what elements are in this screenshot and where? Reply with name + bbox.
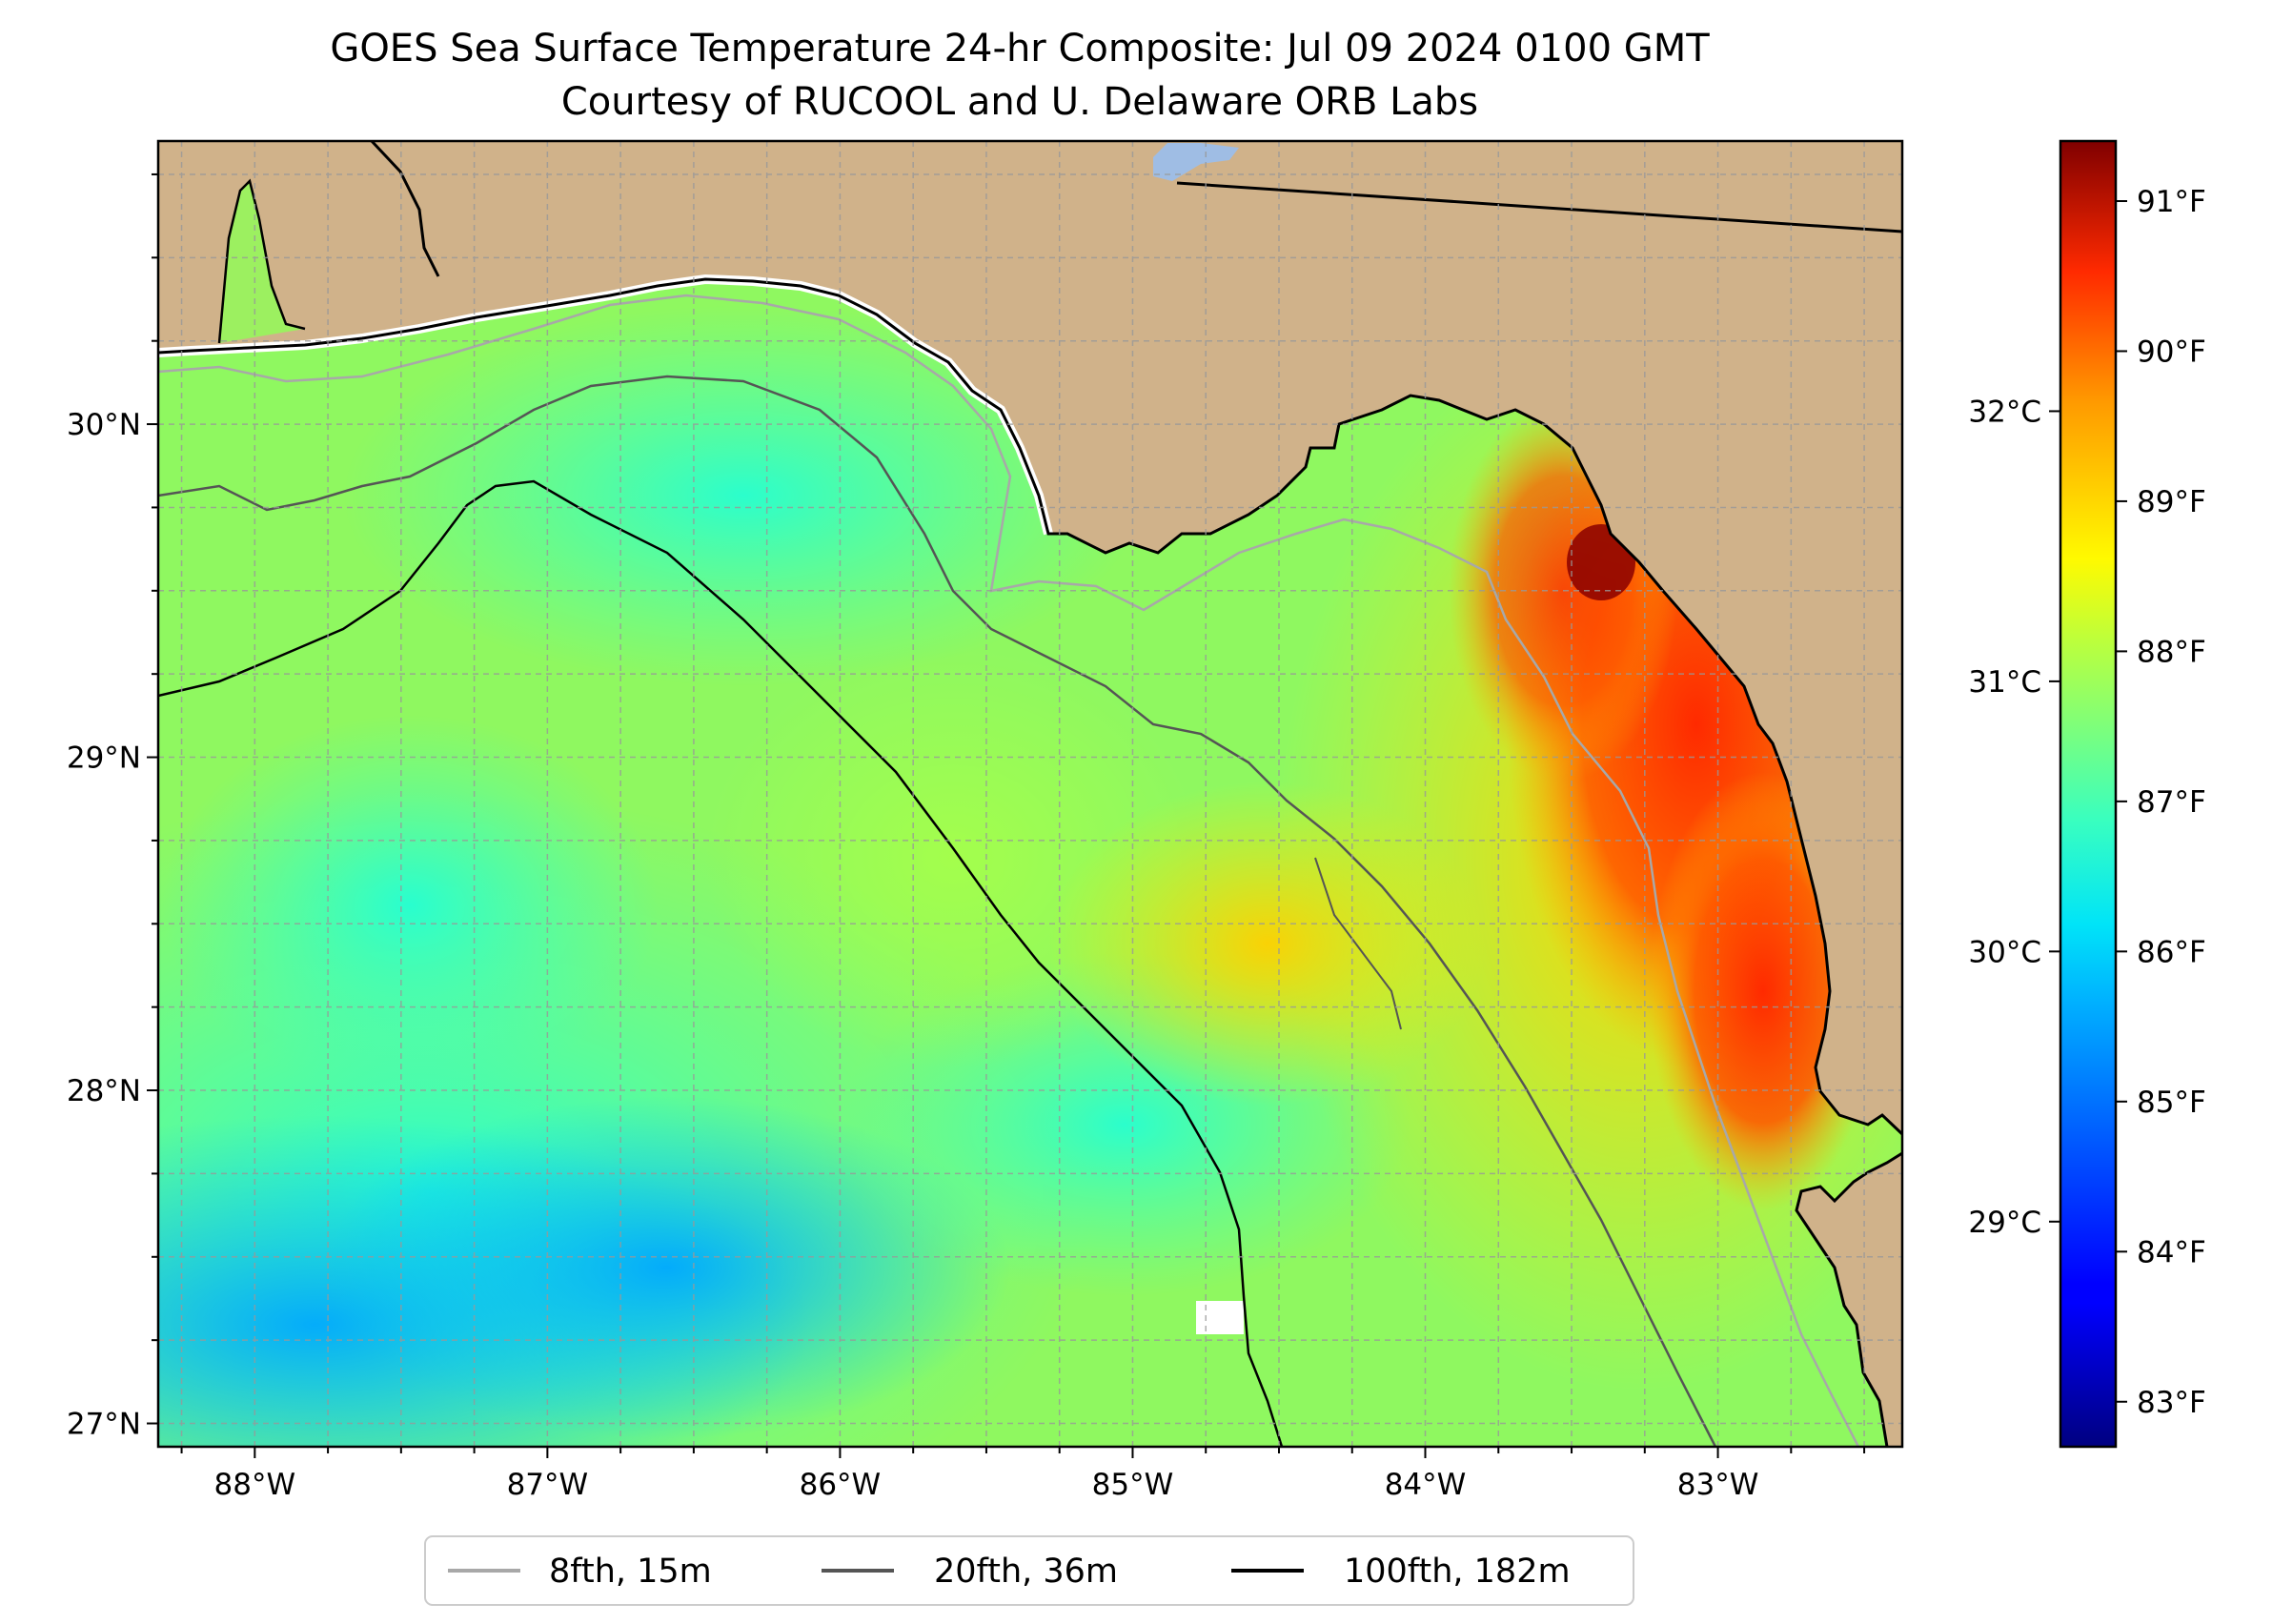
- sst-aqua-patch-north: [343, 305, 1144, 686]
- map-frame: [156, 139, 1904, 1449]
- f-tick-label: 86°F: [2137, 935, 2206, 969]
- lon-tick-label: 87°W: [507, 1468, 589, 1502]
- longitude-axis: 88°W 87°W 86°W 85°W 84°W 83°W: [180, 1447, 1866, 1502]
- f-tick-label: 91°F: [2137, 185, 2206, 219]
- f-tick-label: 88°F: [2137, 635, 2206, 669]
- land-mass: [158, 141, 1902, 1447]
- lat-tick-label: 27°N: [67, 1408, 141, 1442]
- no-data-patch: [1196, 1301, 1244, 1334]
- lon-tick-label: 84°W: [1385, 1468, 1467, 1502]
- latitude-axis: 30°N 29°N 28°N 27°N: [67, 173, 158, 1442]
- f-tick-label: 85°F: [2137, 1086, 2206, 1120]
- c-tick-label: 31°C: [1968, 665, 2041, 700]
- map-subtitle: Courtesy of RUCOOL and U. Delaware ORB L…: [561, 80, 1478, 124]
- f-tick-label: 84°F: [2137, 1235, 2206, 1269]
- legend-label-100fth: 100fth, 182m: [1344, 1553, 1571, 1591]
- c-tick-label: 30°C: [1968, 935, 2041, 969]
- isobath-8fth: [158, 294, 1860, 1447]
- sst-aqua-patch-west: [162, 715, 658, 1096]
- lake: [1153, 143, 1239, 181]
- f-tick-label: 89°F: [2137, 485, 2206, 519]
- coastline: [158, 277, 1902, 1136]
- lat-tick-label: 30°N: [67, 408, 141, 442]
- c-tick-label: 32°C: [1968, 395, 2041, 429]
- lon-tick-label: 86°W: [800, 1468, 882, 1502]
- c-tick-label: 29°C: [1968, 1206, 2041, 1240]
- state-boundary: [1176, 181, 1902, 233]
- lat-tick-label: 29°N: [67, 741, 141, 776]
- lat-tick-label: 28°N: [67, 1074, 141, 1108]
- gridlines: [158, 141, 1902, 1447]
- mobile-bay: [217, 178, 306, 344]
- isobath-20fth: [158, 375, 1717, 1447]
- legend-box: [424, 1535, 1634, 1606]
- state-boundary-west: [370, 141, 440, 277]
- f-tick-label: 90°F: [2137, 335, 2206, 369]
- map-area: [158, 141, 1902, 1447]
- map-title: GOES Sea Surface Temperature 24-hr Compo…: [330, 27, 1710, 71]
- legend-label-20fth: 20fth, 36m: [934, 1553, 1118, 1591]
- f-tick-label: 87°F: [2137, 785, 2206, 820]
- f-tick-label: 83°F: [2137, 1386, 2206, 1420]
- coastline-tampa: [1795, 1151, 1902, 1447]
- isobath-100fth: [158, 479, 1284, 1447]
- lon-tick-label: 88°W: [214, 1468, 296, 1502]
- lon-tick-label: 83°W: [1677, 1468, 1759, 1502]
- colorbar-fahrenheit-ticks: 83°F 84°F 85°F 86°F 87°F 88°F 89°F 90°F 91°F: [2116, 185, 2206, 1420]
- sst-cool-patch: [324, 1096, 1010, 1439]
- sst-warm-bay: [1048, 782, 1487, 1106]
- bay-contour: [1314, 857, 1402, 1030]
- colorbar-celsius-ticks: 29°C 30°C 31°C 32°C: [1968, 395, 2060, 1240]
- legend: 8fth, 15m 20fth, 36m 100fth, 182m: [424, 1535, 1634, 1606]
- legend-label-8fth: 8fth, 15m: [549, 1553, 712, 1591]
- colorbar: [2059, 139, 2118, 1449]
- lon-tick-label: 85°W: [1092, 1468, 1174, 1502]
